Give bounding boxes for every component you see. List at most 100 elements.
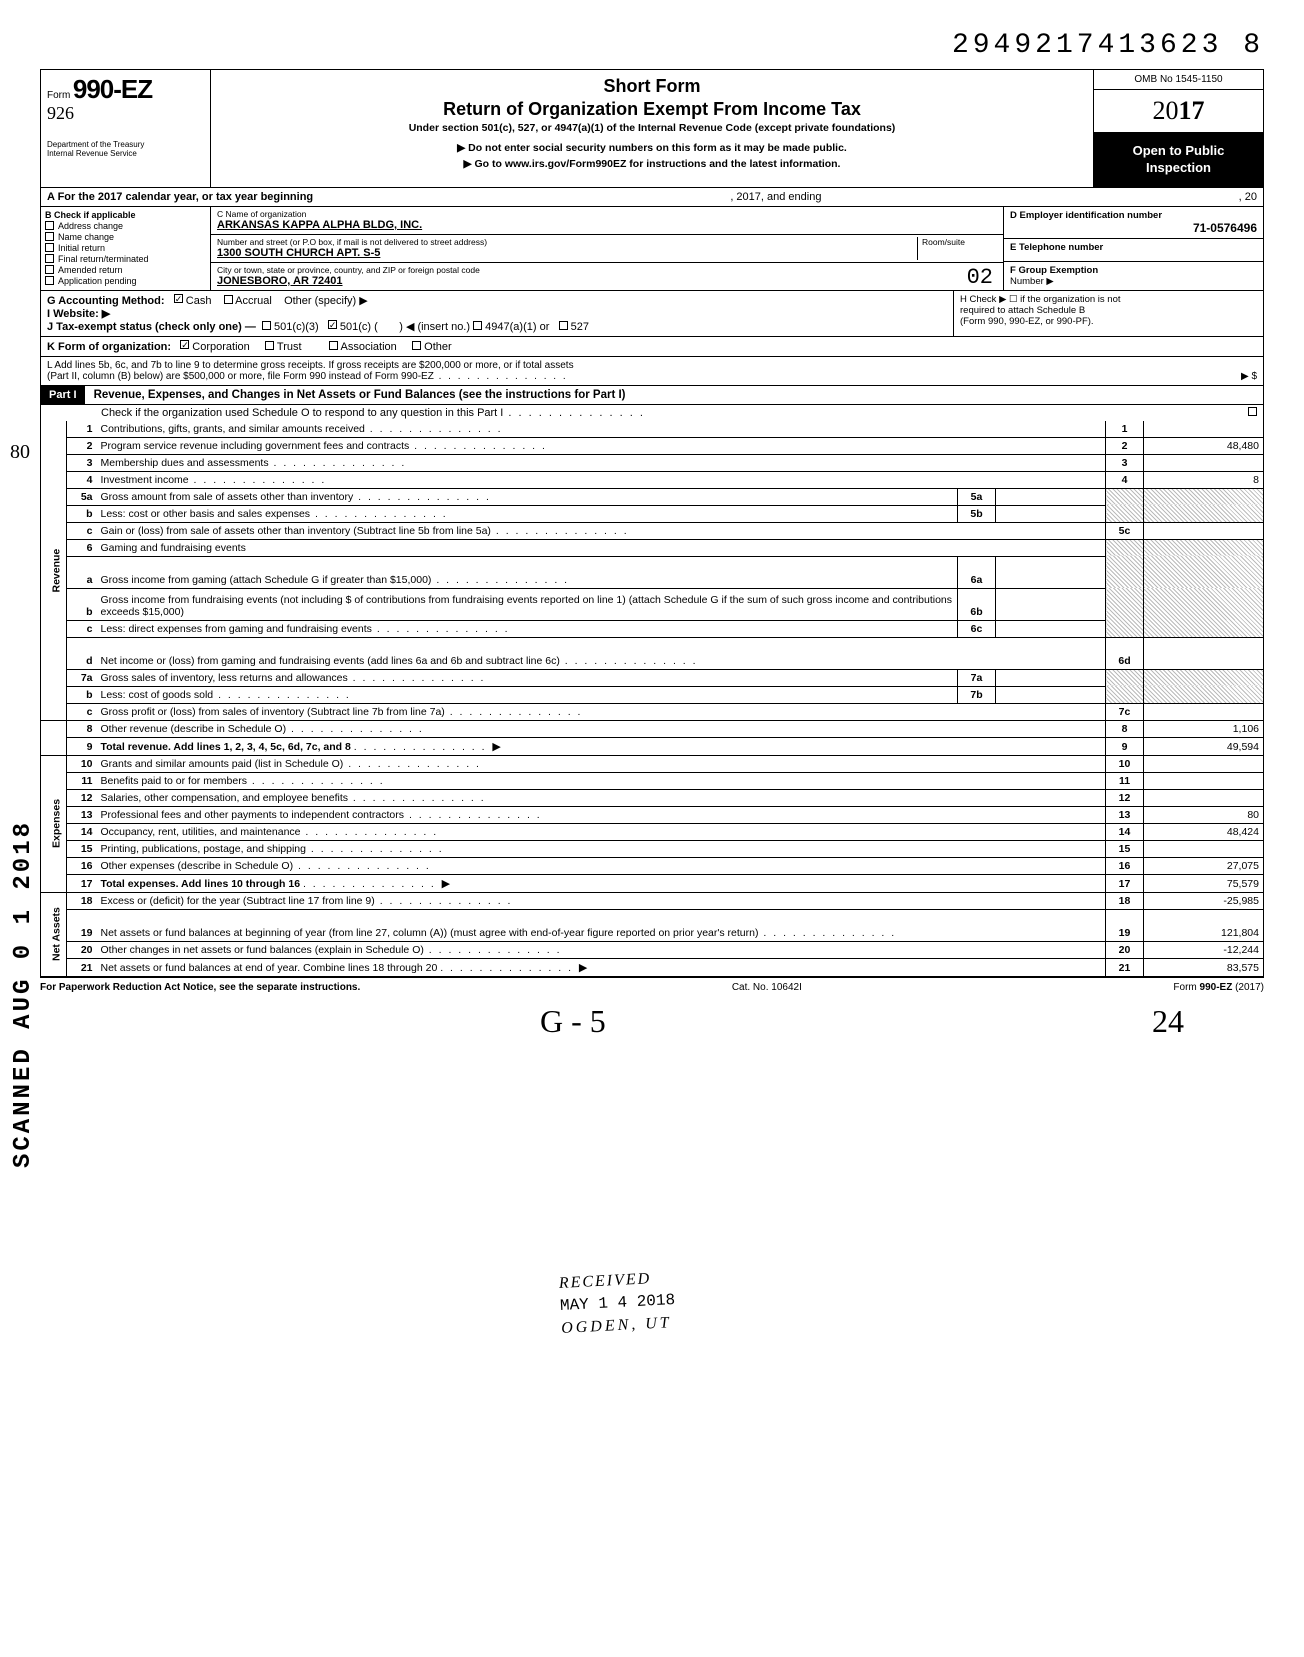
row-k: K Form of organization: Corporation Trus… xyxy=(40,336,1264,356)
line-6: 6Gaming and fundraising events xyxy=(41,539,1264,556)
line-14: 14Occupancy, rent, utilities, and mainte… xyxy=(41,823,1264,840)
line-1: Revenue 1Contributions, gifts, grants, a… xyxy=(41,421,1264,438)
line-8: 8Other revenue (describe in Schedule O) … xyxy=(41,720,1264,737)
b-header: B Check if applicable xyxy=(45,210,206,220)
part1-tag: Part I xyxy=(41,386,85,404)
handwritten-926: 926 xyxy=(47,103,204,124)
h-line2: required to attach Schedule B xyxy=(960,305,1257,316)
chk-pending[interactable]: Application pending xyxy=(45,276,206,286)
line-12: 12Salaries, other compensation, and empl… xyxy=(41,789,1264,806)
row-a-right: , 20 xyxy=(1239,191,1257,203)
open-line1: Open to Public xyxy=(1098,143,1259,160)
short-form-label: Short Form xyxy=(221,76,1083,97)
d-label: D Employer identification number xyxy=(1010,210,1257,221)
line-7c: cGross profit or (loss) from sales of in… xyxy=(41,703,1264,720)
j-label: J Tax-exempt status (check only one) — xyxy=(47,321,256,333)
chk-cash[interactable] xyxy=(174,294,183,303)
dept-irs: Internal Revenue Service xyxy=(47,149,204,158)
line-20: 20Other changes in net assets or fund ba… xyxy=(41,941,1264,958)
chk-other[interactable] xyxy=(412,341,421,350)
line-15: 15Printing, publications, postage, and s… xyxy=(41,840,1264,857)
chk-initial-return[interactable]: Initial return xyxy=(45,243,206,253)
vlabel-netassets: Net Assets xyxy=(41,892,67,976)
part1-header-row: Part I Revenue, Expenses, and Changes in… xyxy=(40,386,1264,405)
page-mark: 24 xyxy=(1152,1003,1184,1040)
line-21: 21Net assets or fund balances at end of … xyxy=(41,958,1264,976)
l-line1: L Add lines 5b, 6c, and 7b to line 9 to … xyxy=(47,360,1257,371)
f-label: F Group Exemption xyxy=(1010,265,1098,276)
line-19: 19Net assets or fund balances at beginni… xyxy=(41,909,1264,941)
received-line2: MAY 1 4 2018 xyxy=(559,1289,675,1317)
form-prefix: Form xyxy=(47,90,70,101)
line-13: 13Professional fees and other payments t… xyxy=(41,806,1264,823)
line-16: 16Other expenses (describe in Schedule O… xyxy=(41,857,1264,874)
line-6d: dNet income or (loss) from gaming and fu… xyxy=(41,637,1264,669)
tax-year: 2017 xyxy=(1094,90,1263,133)
chk-4947[interactable] xyxy=(473,321,482,330)
header-left: Form 990-EZ 926 Department of the Treasu… xyxy=(41,70,211,187)
line-9: 9Total revenue. Add lines 1, 2, 3, 4, 5c… xyxy=(41,737,1264,755)
line-3: 3Membership dues and assessments 3 xyxy=(41,454,1264,471)
line-4: 4Investment income 48 xyxy=(41,471,1264,488)
l-line2: (Part II, column (B) below) are $500,000… xyxy=(47,371,568,382)
chk-trust[interactable] xyxy=(265,341,274,350)
header-center: Short Form Return of Organization Exempt… xyxy=(211,70,1093,187)
chk-accrual[interactable] xyxy=(224,295,233,304)
footer-left: For Paperwork Reduction Act Notice, see … xyxy=(40,982,360,993)
line-17: 17Total expenses. Add lines 10 through 1… xyxy=(41,874,1264,892)
line-10: Expenses 10Grants and similar amounts pa… xyxy=(41,755,1264,772)
row-l: L Add lines 5b, 6c, and 7b to line 9 to … xyxy=(40,356,1264,386)
received-line1: RECEIVED xyxy=(558,1267,674,1295)
chk-501c[interactable] xyxy=(328,320,337,329)
scanned-stamp: SCANNED AUG 0 1 2018 xyxy=(10,820,37,1168)
chk-name-change[interactable]: Name change xyxy=(45,232,206,242)
year-suffix: 17 xyxy=(1179,96,1205,125)
document-id: 2949217413623 8 xyxy=(40,30,1264,61)
g5-mark: G - 5 xyxy=(540,1003,606,1040)
subtitle: Under section 501(c), 527, or 4947(a)(1)… xyxy=(221,122,1083,134)
line-7b: bLess: cost of goods sold 7b xyxy=(41,686,1264,703)
open-to-public: Open to Public Inspection xyxy=(1094,133,1263,187)
return-title: Return of Organization Exempt From Incom… xyxy=(221,99,1083,120)
chk-final-return[interactable]: Final return/terminated xyxy=(45,254,206,264)
handwritten-02: 02 xyxy=(967,265,993,290)
handwritten-top: 80 xyxy=(10,441,30,464)
form-number: 990-EZ xyxy=(73,74,152,104)
line-5a: 5aGross amount from sale of assets other… xyxy=(41,488,1264,505)
part1-check-text: Check if the organization used Schedule … xyxy=(101,407,645,419)
line-5b: bLess: cost or other basis and sales exp… xyxy=(41,505,1264,522)
chk-address-change[interactable]: Address change xyxy=(45,221,206,231)
chk-association[interactable] xyxy=(329,341,338,350)
open-line2: Inspection xyxy=(1098,160,1259,177)
chk-corporation[interactable] xyxy=(180,340,189,349)
section-bc: B Check if applicable Address change Nam… xyxy=(40,206,1264,290)
row-gh: G Accounting Method: Cash Accrual Other … xyxy=(40,290,1264,336)
col-de: D Employer identification number 71-0576… xyxy=(1003,207,1263,290)
chk-amended[interactable]: Amended return xyxy=(45,265,206,275)
row-a-mid: , 2017, and ending xyxy=(730,191,821,203)
arrow-line-2: ▶ Go to www.irs.gov/Form990EZ for instru… xyxy=(221,158,1083,170)
part1-title: Revenue, Expenses, and Changes in Net As… xyxy=(88,386,632,404)
lines-table: Revenue 1Contributions, gifts, grants, a… xyxy=(40,421,1264,977)
line-6c: cLess: direct expenses from gaming and f… xyxy=(41,620,1264,637)
form-header: Form 990-EZ 926 Department of the Treasu… xyxy=(40,69,1264,187)
part1-check-box[interactable] xyxy=(1248,407,1257,416)
received-stamp: RECEIVED MAY 1 4 2018 OGDEN, UT xyxy=(558,1267,677,1340)
k-label: K Form of organization: xyxy=(47,341,171,353)
row-a: A For the 2017 calendar year, or tax yea… xyxy=(40,187,1264,206)
part1-check-row: Check if the organization used Schedule … xyxy=(40,405,1264,421)
chk-527[interactable] xyxy=(559,321,568,330)
year-prefix: 20 xyxy=(1153,96,1179,125)
g-label: G Accounting Method: xyxy=(47,295,165,307)
vlabel-expenses: Expenses xyxy=(41,755,67,892)
line-7a: 7aGross sales of inventory, less returns… xyxy=(41,669,1264,686)
e-label: E Telephone number xyxy=(1010,242,1257,253)
h-line1: H Check ▶ ☐ if the organization is not xyxy=(960,294,1257,305)
c-name-label: C Name of organization xyxy=(217,209,997,219)
line-2: 2Program service revenue including gover… xyxy=(41,437,1264,454)
chk-501c3[interactable] xyxy=(262,321,271,330)
f-label2: Number ▶ xyxy=(1010,276,1054,287)
col-c: C Name of organization ARKANSAS KAPPA AL… xyxy=(211,207,1003,290)
footer-right: Form 990-EZ (2017) xyxy=(1173,982,1264,993)
line-6a: aGross income from gaming (attach Schedu… xyxy=(41,556,1264,588)
